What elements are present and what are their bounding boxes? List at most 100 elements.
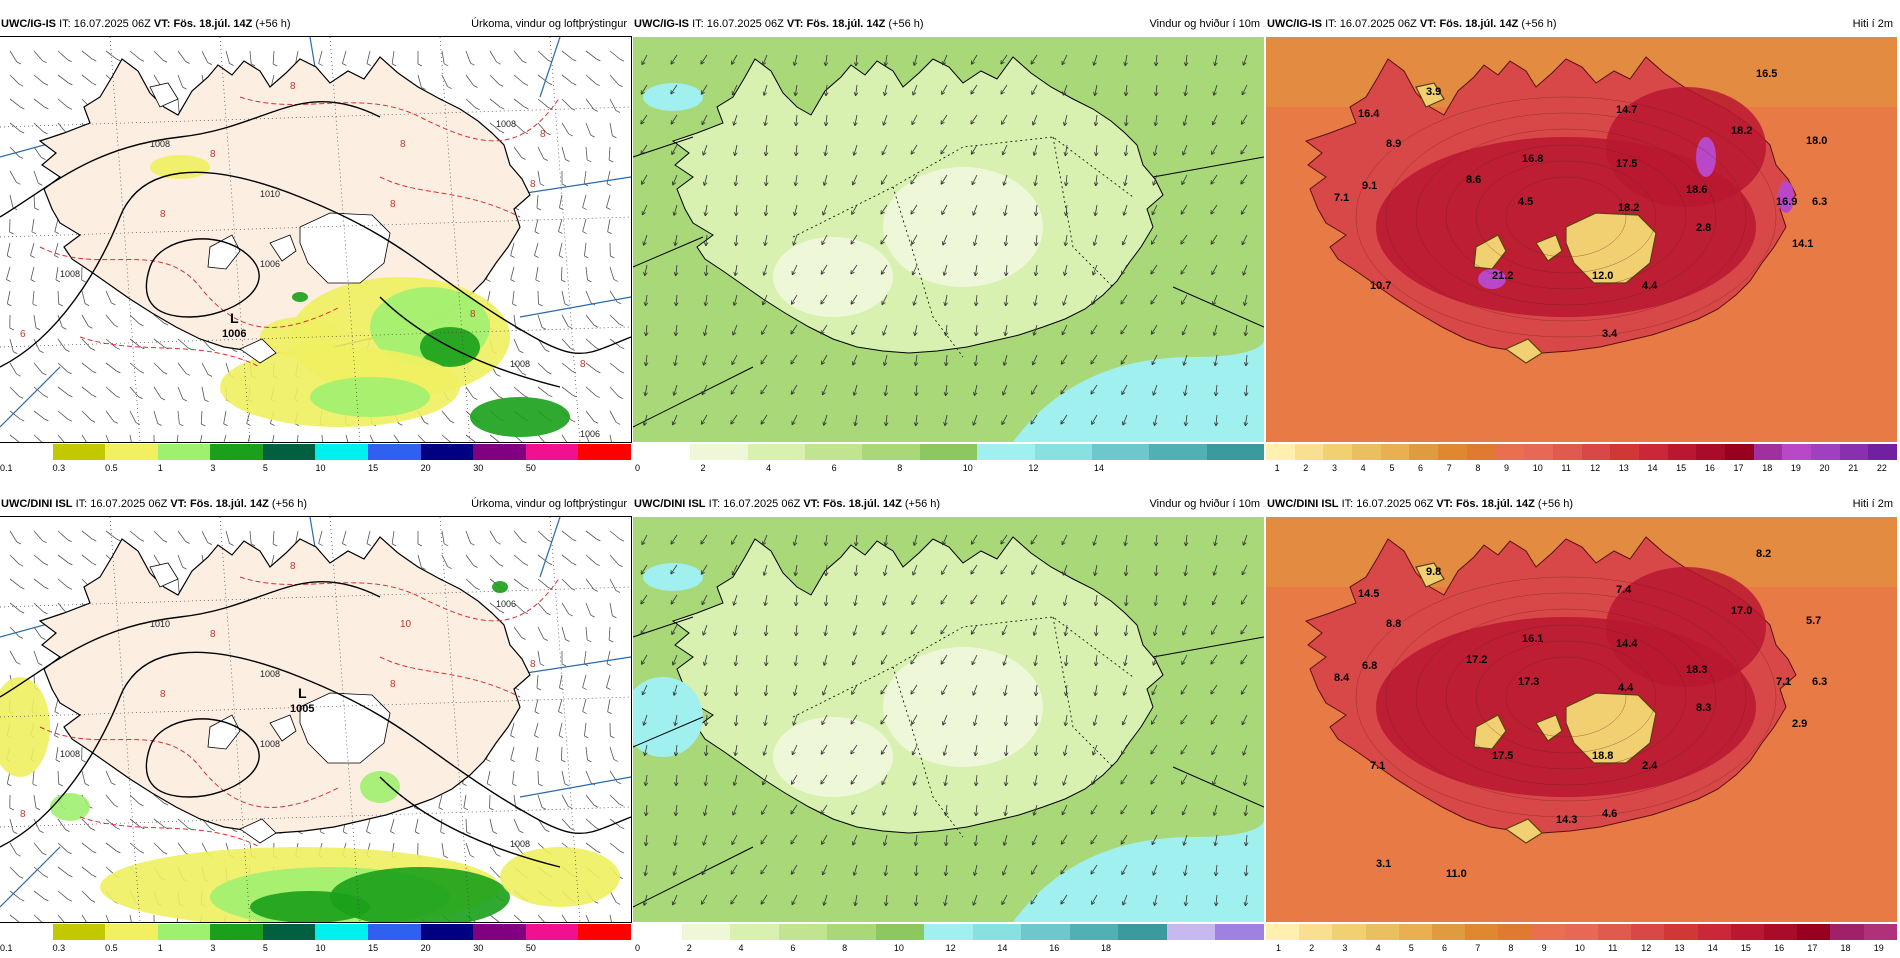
panel-ig-temp: UWC/IG-IS IT: 16.07.2025 06Z VT: Fös. 18…: [1266, 13, 1897, 478]
colorbar-cell: [1664, 924, 1697, 940]
colorbar-cell: [210, 444, 263, 460]
colorbar-tick: 7: [1475, 943, 1480, 953]
panel-header: UWC/DINI ISL IT: 16.07.2025 06Z VT: Fös.…: [1266, 493, 1897, 515]
vt-value: Fös. 18.júl. 14Z: [173, 18, 252, 30]
colorbar-cell: [578, 924, 631, 940]
temperature-label: 8: [290, 561, 296, 572]
vt-value: Fös. 18.júl. 14Z: [806, 18, 885, 30]
temperature-label: 8: [160, 209, 166, 220]
colorbar-tick: 8: [897, 463, 902, 473]
colorbar-tick: 20: [1820, 463, 1830, 473]
temperature-label: 10: [400, 619, 412, 630]
isobar-label: 1006: [496, 599, 516, 609]
map-view[interactable]: [633, 37, 1264, 442]
colorbar-tick: 0: [635, 943, 640, 953]
colorbar-tick: 6: [1442, 943, 1447, 953]
temperature-label: 8: [470, 309, 476, 320]
panel-ig-wind: UWC/IG-IS IT: 16.07.2025 06Z VT: Fös. 18…: [633, 13, 1264, 478]
colorbar-tick: 9: [1542, 943, 1547, 953]
colorbar-cell: [368, 924, 421, 940]
colorbar-tick: 1: [1276, 943, 1281, 953]
temperature-value: 9.8: [1426, 566, 1441, 578]
vt-value: Fös. 18.júl. 14Z: [823, 498, 902, 510]
colorbar-tick: 19: [1874, 943, 1884, 953]
colorbar-cell: [973, 924, 1022, 940]
colorbar-cell: [805, 444, 862, 460]
colorbar-tick: 12: [1641, 943, 1651, 953]
colorbar-cell: [1553, 444, 1582, 460]
temperature-value: 4.5: [1518, 196, 1533, 208]
temperature-value: 14.1: [1792, 238, 1813, 250]
colorbar-tick: 3: [210, 463, 215, 473]
colorbar-tick: 15: [368, 943, 378, 953]
temperature-value: 14.7: [1616, 104, 1637, 116]
colorbar-cell: [158, 444, 211, 460]
colorbar-cell: [1830, 924, 1863, 940]
temperature-value: 8.2: [1756, 548, 1771, 560]
colorbar: [0, 444, 631, 460]
colorbar-tick: 4: [739, 943, 744, 953]
colorbar-cell: [1409, 444, 1438, 460]
panel-ig-precip: UWC/IG-IS IT: 16.07.2025 06Z VT: Fös. 18…: [0, 13, 631, 478]
it-value: 16.07.2025 06Z: [90, 498, 167, 510]
colorbar-cell: [1332, 924, 1365, 940]
temperature-label: 6: [20, 329, 26, 340]
temperature-label: 8: [390, 679, 396, 690]
colorbar-tick: 3: [210, 943, 215, 953]
temperature-label: 8: [400, 139, 406, 150]
colorbar-tick: 4: [766, 463, 771, 473]
colorbar-tick: 22: [1877, 463, 1887, 473]
vt-label: VT:: [787, 18, 804, 30]
colorbar-tick: 6: [1418, 463, 1423, 473]
isobar-label: 1008: [260, 669, 280, 679]
colorbar-cell: [0, 444, 53, 460]
temperature-value: 17.3: [1518, 676, 1539, 688]
temperature-value: 8.9: [1386, 138, 1401, 150]
colorbar-tick: 2: [1303, 463, 1308, 473]
colorbar-cell: [1496, 444, 1525, 460]
vt-label: VT:: [1420, 18, 1437, 30]
colorbar-tick: 2: [701, 463, 706, 473]
colorbar-cell: [368, 444, 421, 460]
isobar-label: 1008: [510, 839, 530, 849]
lead-time: (+56 h): [1521, 18, 1556, 30]
temperature-value: 18.0: [1806, 135, 1827, 147]
colorbar-tick: 2: [687, 943, 692, 953]
colorbar-tick: 4: [1361, 463, 1366, 473]
colorbar-tick: 30: [473, 463, 483, 473]
colorbar-tick: 0.1: [0, 943, 13, 953]
temperature-value: 7.1: [1776, 676, 1791, 688]
colorbar-tick: 14: [1708, 943, 1718, 953]
panel-header: UWC/DINI ISL IT: 16.07.2025 06Z VT: Fös.…: [633, 493, 1264, 515]
colorbar-tick: 16: [1774, 943, 1784, 953]
map-view[interactable]: [633, 517, 1264, 922]
colorbar-tick: 13: [1674, 943, 1684, 953]
colorbar-tick: 0.1: [0, 463, 13, 473]
colorbar-cell: [1668, 444, 1697, 460]
temperature-value: 4.4: [1618, 682, 1634, 694]
colorbar-cell: [1864, 924, 1897, 940]
colorbar-tick: 5: [263, 463, 268, 473]
colorbar-cell: [1598, 924, 1631, 940]
colorbar-tick: 12: [946, 943, 956, 953]
temperature-value: 14.5: [1358, 588, 1379, 600]
colorbar-tick: 10: [316, 943, 326, 953]
colorbar-cell: [682, 924, 731, 940]
colorbar-tick: 0.5: [105, 943, 118, 953]
colorbar-tick: 11: [1608, 943, 1617, 953]
temperature-label: 8: [530, 179, 536, 190]
colorbar-tick: 16: [1049, 943, 1059, 953]
colorbar-tick: 19: [1791, 463, 1801, 473]
temperature-value: 18.2: [1618, 202, 1639, 214]
colorbar-tick: 30: [473, 943, 483, 953]
isobar-label: 1006: [580, 429, 600, 439]
vt-label: VT:: [1436, 498, 1453, 510]
colorbar-tick: 6: [790, 943, 795, 953]
it-value: 16.07.2025 06Z: [74, 18, 151, 30]
temperature-value: 3.4: [1602, 328, 1618, 340]
